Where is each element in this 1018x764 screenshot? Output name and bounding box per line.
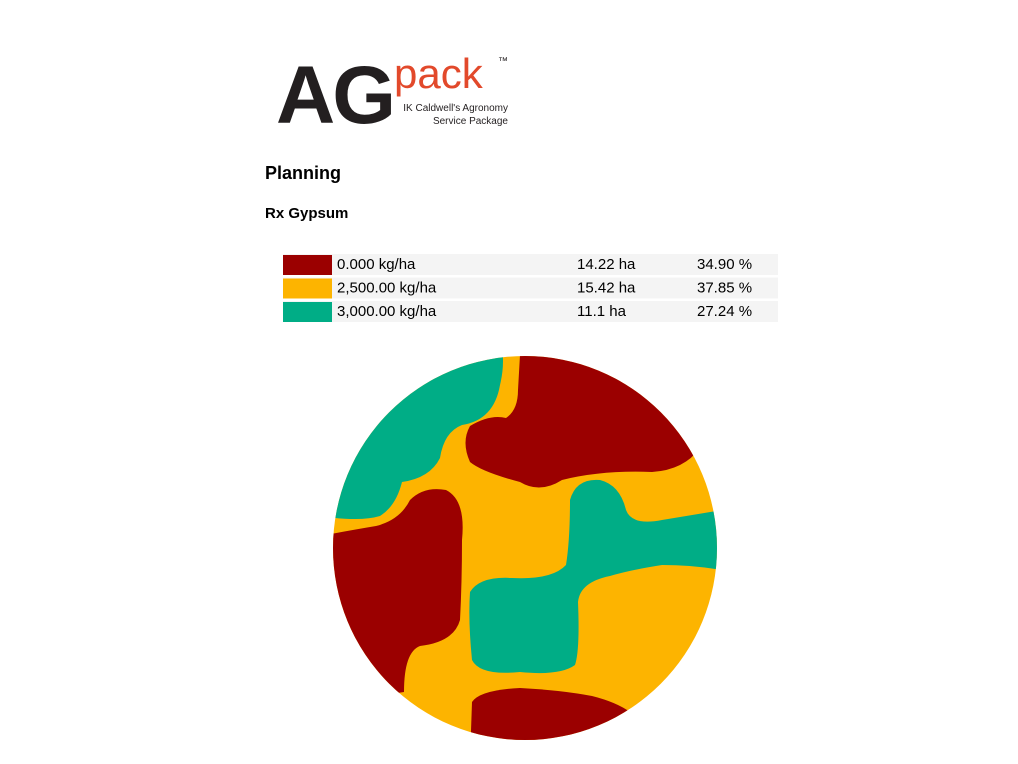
prescription-map bbox=[333, 356, 717, 740]
color-swatch bbox=[283, 278, 332, 299]
heading: Planning bbox=[265, 163, 341, 183]
rate-label: 2,500.00 kg/ha bbox=[337, 279, 437, 296]
logo-main: AG bbox=[276, 50, 393, 141]
legend-table: 0.000 kg/ha 14.22 ha 34.90 % 2,500.00 kg/ha… bbox=[283, 254, 778, 322]
rate-label: 0.000 kg/ha bbox=[337, 256, 416, 273]
logo-tagline: IK Caldwell's Agronomy bbox=[403, 103, 508, 114]
percent-label: 34.90 % bbox=[697, 256, 752, 273]
subheading: Rx Gypsum bbox=[265, 205, 348, 222]
percent-label: 37.85 % bbox=[697, 279, 752, 296]
logo-trademark: ™ bbox=[498, 56, 508, 67]
row-background bbox=[283, 301, 778, 322]
logo-accent: pack bbox=[394, 50, 484, 97]
percent-label: 27.24 % bbox=[697, 303, 752, 320]
area-label: 11.1 ha bbox=[577, 303, 627, 320]
row-background bbox=[283, 277, 778, 299]
area-label: 15.42 ha bbox=[577, 279, 636, 296]
color-swatch bbox=[283, 255, 332, 275]
area-label: 14.22 ha bbox=[577, 256, 636, 273]
logo-tagline: Service Package bbox=[433, 116, 508, 127]
rate-label: 3,000.00 kg/ha bbox=[337, 303, 437, 320]
map-zone bbox=[469, 479, 717, 674]
row-background bbox=[283, 254, 778, 275]
map-zone bbox=[470, 688, 630, 740]
color-swatch bbox=[283, 302, 332, 322]
